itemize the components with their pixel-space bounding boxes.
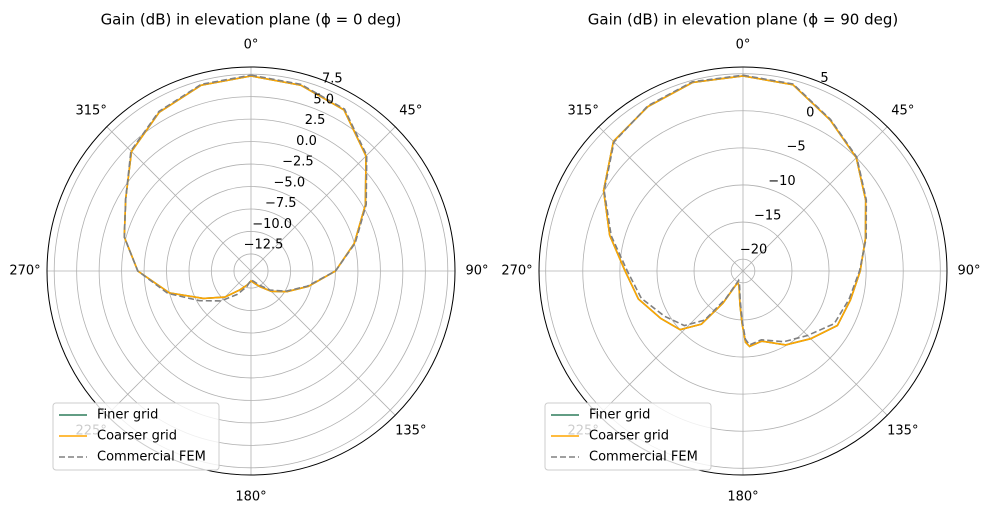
r-tick-label: 0.0: [296, 134, 317, 149]
radial-grid-line: [188, 208, 314, 334]
theta-tick-label: 135°: [887, 423, 918, 438]
radial-grid-line: [545, 73, 941, 469]
legend-label: Commercial FEM: [97, 450, 206, 465]
theta-tick-label: 270°: [501, 264, 532, 279]
polar-axes: 0°45°90°135°180°225°270°315°−20−15−10−50…: [501, 11, 980, 505]
theta-tick-label: 180°: [727, 490, 758, 505]
radial-grid-line: [53, 73, 449, 469]
legend-box: [544, 402, 712, 471]
legend-label: Coarser grid: [97, 429, 177, 444]
theta-tick-label: 45°: [891, 104, 914, 119]
r-tick-label: 2.5: [305, 113, 326, 128]
series-line: [123, 74, 368, 302]
legend-label: Finer grid: [589, 408, 650, 423]
radial-grid-line: [233, 253, 269, 289]
r-tick-label: −7.5: [265, 196, 297, 211]
r-tick-label: −10: [768, 174, 795, 189]
theta-grid-line: [106, 270, 252, 416]
radial-grid-line: [730, 258, 756, 284]
theta-grid-line: [598, 126, 744, 272]
r-tick-label: 5.0: [313, 92, 334, 107]
theta-tick-label: 315°: [76, 104, 107, 119]
legend-label: Finer grid: [97, 408, 158, 423]
axes-spine: [46, 66, 456, 476]
theta-tick-label: 0°: [244, 38, 259, 53]
radial-grid-line: [656, 184, 830, 358]
legend: Finer grid Coarser grid Commercial FEM: [52, 402, 220, 471]
legend-box: [52, 402, 220, 471]
radial-grid-line: [582, 110, 904, 432]
theta-tick-label: 45°: [399, 104, 422, 119]
r-tick-label: −15: [754, 208, 781, 223]
theta-tick-label: 90°: [465, 264, 488, 279]
legend: Finer grid Coarser grid Commercial FEM: [544, 402, 712, 471]
legend-label: Commercial FEM: [589, 450, 698, 465]
theta-grid-line: [250, 126, 396, 272]
chart-title: Gain (dB) in elevation plane (ϕ = 0 deg): [101, 11, 402, 29]
radial-grid-line: [693, 221, 793, 321]
theta-tick-label: 0°: [736, 38, 751, 53]
r-tick-label: 0: [806, 105, 814, 120]
radial-grid-line: [98, 118, 404, 424]
theta-tick-label: 180°: [235, 490, 266, 505]
series-line: [603, 74, 868, 346]
radial-grid-line: [76, 96, 426, 446]
r-tick-label: −5: [787, 140, 806, 155]
theta-grid-line: [742, 126, 888, 272]
r-tick-label: 7.5: [322, 72, 343, 87]
polar-axes: 0°45°90°135°180°225°270°315°−12.5−10.0−7…: [9, 11, 488, 505]
theta-grid-line: [742, 270, 888, 416]
radial-grid-line: [121, 141, 381, 401]
theta-tick-label: 135°: [395, 423, 426, 438]
chart-title: Gain (dB) in elevation plane (ϕ = 90 deg…: [588, 11, 898, 29]
radial-grid-line: [619, 147, 867, 395]
theta-grid-line: [598, 270, 744, 416]
radial-grid-line: [211, 231, 291, 311]
theta-tick-label: 90°: [957, 264, 980, 279]
r-tick-label: −20: [740, 243, 767, 258]
theta-tick-label: 270°: [9, 264, 40, 279]
radial-grid-line: [143, 163, 359, 379]
theta-tick-label: 315°: [568, 104, 599, 119]
theta-grid-line: [250, 270, 396, 416]
legend-label: Coarser grid: [589, 429, 669, 444]
r-tick-label: 5: [820, 71, 828, 86]
theta-grid-line: [106, 126, 252, 272]
r-tick-label: −5.0: [274, 175, 306, 190]
axes-spine: [538, 66, 948, 476]
r-tick-label: −10.0: [252, 217, 292, 232]
r-tick-label: −12.5: [244, 238, 284, 253]
r-tick-label: −2.5: [282, 155, 314, 170]
